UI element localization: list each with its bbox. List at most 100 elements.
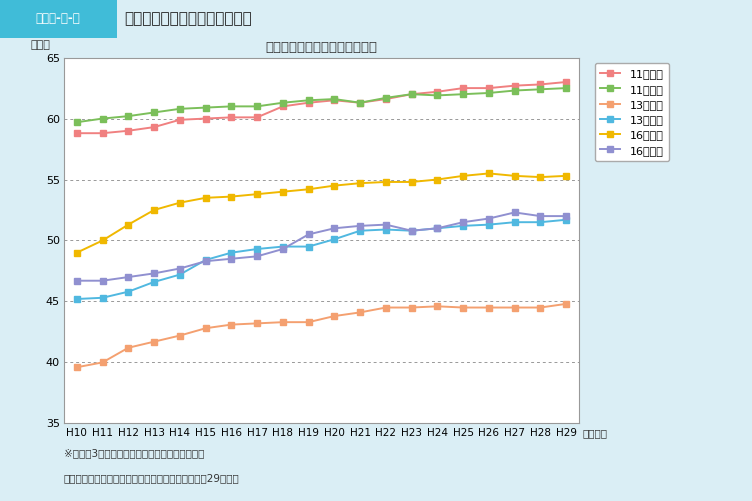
13歳男子 <box>72 364 81 370</box>
11歳女子 <box>356 100 365 106</box>
13歳女子 <box>536 219 545 225</box>
11歳女子 <box>175 106 184 112</box>
13歳女子 <box>72 296 81 302</box>
11歳男子 <box>356 100 365 106</box>
13歳女子 <box>381 226 390 232</box>
13歳男子 <box>98 359 107 365</box>
16歳男子 <box>201 195 210 201</box>
16歳男子 <box>227 193 236 199</box>
Text: 新体力テスト合計点の年次推移: 新体力テスト合計点の年次推移 <box>124 12 252 26</box>
Line: 11歳女子: 11歳女子 <box>74 85 569 125</box>
13歳男子 <box>330 313 339 319</box>
16歳女子 <box>98 278 107 284</box>
16歳男子 <box>433 176 442 182</box>
13歳男子 <box>356 310 365 316</box>
11歳男子 <box>253 114 262 120</box>
16歳女子 <box>253 254 262 260</box>
13歳女子 <box>330 236 339 242</box>
13歳女子 <box>484 221 493 227</box>
13歳男子 <box>562 301 571 307</box>
13歳女子 <box>433 225 442 231</box>
16歳女子 <box>124 274 133 280</box>
16歳女子 <box>356 223 365 229</box>
13歳男子 <box>175 333 184 339</box>
13歳女子 <box>98 295 107 301</box>
Line: 13歳男子: 13歳男子 <box>74 301 569 370</box>
13歳女子 <box>562 217 571 223</box>
11歳女子 <box>253 103 262 109</box>
11歳男子 <box>304 100 313 106</box>
13歳男子 <box>253 320 262 326</box>
Text: （点）: （点） <box>30 40 50 50</box>
16歳女子 <box>381 221 390 227</box>
11歳男子 <box>484 85 493 91</box>
13歳女子 <box>175 272 184 278</box>
Line: 16歳女子: 16歳女子 <box>74 209 569 284</box>
13歳女子 <box>253 246 262 252</box>
11歳女子 <box>227 103 236 109</box>
Line: 11歳男子: 11歳男子 <box>74 79 569 136</box>
13歳女子 <box>201 257 210 263</box>
13歳女子 <box>304 243 313 249</box>
13歳女子 <box>278 243 287 249</box>
11歳男子 <box>175 117 184 123</box>
16歳男子 <box>484 170 493 176</box>
11歳男子 <box>201 116 210 122</box>
11歳女子 <box>201 105 210 111</box>
13歳男子 <box>433 303 442 309</box>
13歳男子 <box>484 305 493 311</box>
11歳男子 <box>330 97 339 103</box>
16歳女子 <box>510 209 519 215</box>
11歳男子 <box>510 83 519 89</box>
11歳女子 <box>124 113 133 119</box>
16歳男子 <box>175 200 184 206</box>
11歳女子 <box>304 97 313 103</box>
16歳女子 <box>201 258 210 264</box>
Text: （年度）: （年度） <box>583 428 608 438</box>
16歳男子 <box>278 189 287 195</box>
13歳女子 <box>124 289 133 295</box>
Text: 図表２‐８‐６: 図表２‐８‐６ <box>36 13 80 25</box>
13歳女子 <box>459 223 468 229</box>
13歳女子 <box>510 219 519 225</box>
13歳男子 <box>278 319 287 325</box>
11歳女子 <box>407 91 416 97</box>
11歳女子 <box>381 95 390 101</box>
16歳女子 <box>407 228 416 234</box>
16歳女子 <box>72 278 81 284</box>
Bar <box>0 0 117 38</box>
16歳女子 <box>433 225 442 231</box>
11歳女子 <box>562 85 571 91</box>
Text: ※図は、3点移動平均法を用いて平滑化してある: ※図は、3点移動平均法を用いて平滑化してある <box>64 448 205 458</box>
16歳男子 <box>562 173 571 179</box>
13歳男子 <box>459 305 468 311</box>
11歳男子 <box>72 130 81 136</box>
11歳男子 <box>433 89 442 95</box>
16歳男子 <box>98 237 107 243</box>
11歳男子 <box>227 114 236 120</box>
11歳女子 <box>98 116 107 122</box>
11歳女子 <box>330 96 339 102</box>
13歳男子 <box>227 322 236 328</box>
11歳女子 <box>150 110 159 116</box>
13歳女子 <box>407 228 416 234</box>
Line: 16歳男子: 16歳男子 <box>74 170 569 256</box>
16歳男子 <box>356 180 365 186</box>
16歳女子 <box>150 271 159 277</box>
16歳男子 <box>510 173 519 179</box>
16歳女子 <box>175 266 184 272</box>
16歳女子 <box>484 215 493 221</box>
13歳男子 <box>381 305 390 311</box>
Text: （出典）スポーツ庁「体力・運動能力調査」（平成29年度）: （出典）スポーツ庁「体力・運動能力調査」（平成29年度） <box>64 473 240 483</box>
11歳男子 <box>278 103 287 109</box>
11歳男子 <box>381 96 390 102</box>
11歳男子 <box>124 128 133 134</box>
13歳男子 <box>201 325 210 331</box>
13歳男子 <box>150 339 159 345</box>
16歳女子 <box>562 213 571 219</box>
Title: 新体力テスト合計点の年次推移: 新体力テスト合計点の年次推移 <box>265 41 378 54</box>
16歳男子 <box>381 179 390 185</box>
11歳女子 <box>72 119 81 125</box>
16歳女子 <box>459 219 468 225</box>
16歳男子 <box>459 173 468 179</box>
